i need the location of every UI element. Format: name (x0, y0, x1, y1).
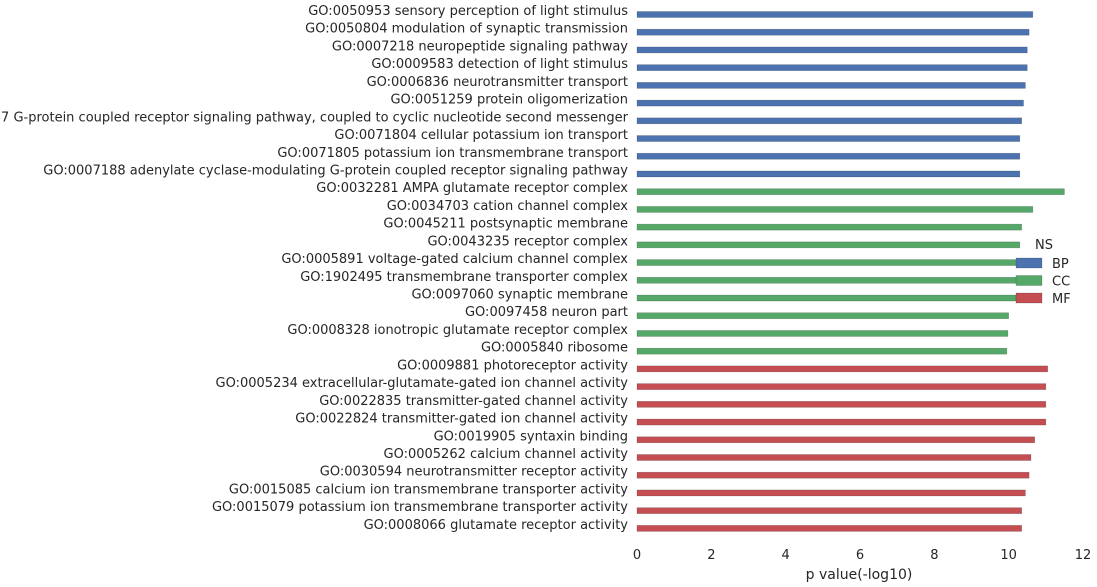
x-tick-label: 0 (633, 548, 641, 563)
category-label: GO:0030594 neurotransmitter receptor act… (320, 465, 629, 480)
x-tick-label: 8 (930, 548, 938, 563)
category-label: GO:0006836 neurotransmitter transport (367, 75, 628, 90)
legend-swatch (1015, 292, 1043, 304)
bar-bp (636, 82, 1026, 89)
category-label: GO:0022824 transmitter-gated ion channel… (295, 412, 628, 427)
bar-mf (636, 365, 1048, 373)
x-tick-label: 12 (1075, 548, 1092, 563)
category-label: GO:0050953 sensory perception of light s… (308, 4, 628, 19)
bar-bp (636, 46, 1028, 54)
category-label: GO:0009583 detection of light stimulus (371, 57, 628, 72)
bar-cc (636, 276, 1019, 284)
bar-bp (636, 99, 1024, 107)
category-label: GO:0034703 cation channel complex (387, 199, 629, 214)
bar-mf (636, 401, 1047, 408)
bar-cc (636, 347, 1008, 355)
bar-bp (636, 135, 1021, 142)
bar-cc (636, 330, 1009, 337)
bar-mf (636, 436, 1035, 444)
x-tick-label: 10 (1000, 548, 1017, 563)
category-label: GO:0071804 cellular potassium ion transp… (334, 128, 628, 143)
category-label: GO:0007218 neuropeptide signaling pathwa… (332, 39, 628, 54)
category-label: GO:0015085 calcium ion transmembrane tra… (229, 482, 628, 497)
category-label: GO:0022835 transmitter-gated channel act… (319, 394, 628, 409)
x-tick-label: 6 (856, 548, 864, 563)
bar-bp (636, 117, 1022, 125)
category-labels: GO:0050953 sensory perception of light s… (0, 4, 629, 533)
bar-mf (636, 489, 1026, 497)
legend-swatch (1015, 257, 1043, 269)
legend-title: NS (1035, 238, 1053, 253)
legend-label: BP (1052, 257, 1069, 272)
category-label: GO:0005840 ribosome (481, 341, 628, 356)
bar-mf (636, 525, 1022, 532)
bar-mf (636, 383, 1047, 390)
bar-bp (636, 64, 1028, 71)
category-label: GO:0071805 potassium ion transmembrane t… (277, 146, 628, 161)
category-label: GO:0015079 potassium ion transmembrane t… (212, 500, 628, 515)
bar-group (636, 11, 1065, 532)
category-label: GO:0009881 photoreceptor activity (397, 358, 628, 373)
legend-label: MF (1052, 292, 1071, 307)
category-label: GO:0005234 extracellular-glutamate-gated… (216, 376, 629, 391)
bar-mf (636, 471, 1030, 479)
category-label: GO:0008066 glutamate receptor activity (364, 518, 629, 533)
category-label: GO:0005262 calcium channel activity (384, 447, 629, 462)
bar-cc (636, 206, 1034, 213)
category-label: GO:0050804 modulation of synaptic transm… (305, 22, 628, 37)
x-axis-title: p value(-log10) (806, 567, 913, 583)
bar-cc (636, 223, 1022, 231)
category-label: GO:0019905 syntaxin binding (434, 429, 628, 444)
legend-swatch (1015, 275, 1043, 286)
category-label: GO:0043235 receptor complex (427, 234, 628, 249)
bar-cc (636, 241, 1021, 249)
bar-cc (636, 259, 1021, 266)
bar-bp (636, 170, 1021, 178)
legend-label: CC (1052, 275, 1070, 290)
category-label: GO:0005891 voltage-gated calcium channel… (281, 252, 628, 267)
legend: NS BP CC MF (1015, 238, 1071, 307)
category-label: GO:0032281 AMPA glutamate receptor compl… (316, 181, 628, 196)
bar-bp (636, 152, 1021, 160)
bar-cc (636, 312, 1009, 320)
category-label: GO:0097060 synaptic membrane (411, 288, 628, 303)
category-label: GO:0007187 G-protein coupled receptor si… (0, 110, 629, 125)
x-tick-label: 2 (707, 548, 715, 563)
category-label: GO:1902495 transmembrane transporter com… (300, 270, 628, 285)
category-label: GO:0007188 adenylate cyclase-modulating … (43, 163, 628, 178)
category-label: GO:0051259 protein oligomerization (390, 93, 628, 108)
bar-mf (636, 418, 1047, 426)
x-axis: 0 2 4 6 8 10 12 (633, 548, 1091, 563)
bar-mf (636, 454, 1032, 461)
category-label: GO:0045211 postsynaptic membrane (383, 217, 628, 232)
category-label: GO:0008328 ionotropic glutamate receptor… (287, 323, 628, 338)
bar-mf (636, 507, 1022, 514)
bar-cc (636, 188, 1065, 195)
bar-bp (636, 28, 1030, 36)
bar-bp (636, 11, 1034, 18)
x-tick-label: 4 (782, 548, 790, 563)
bar-cc (636, 294, 1017, 302)
category-label: GO:0097458 neuron part (465, 305, 628, 320)
